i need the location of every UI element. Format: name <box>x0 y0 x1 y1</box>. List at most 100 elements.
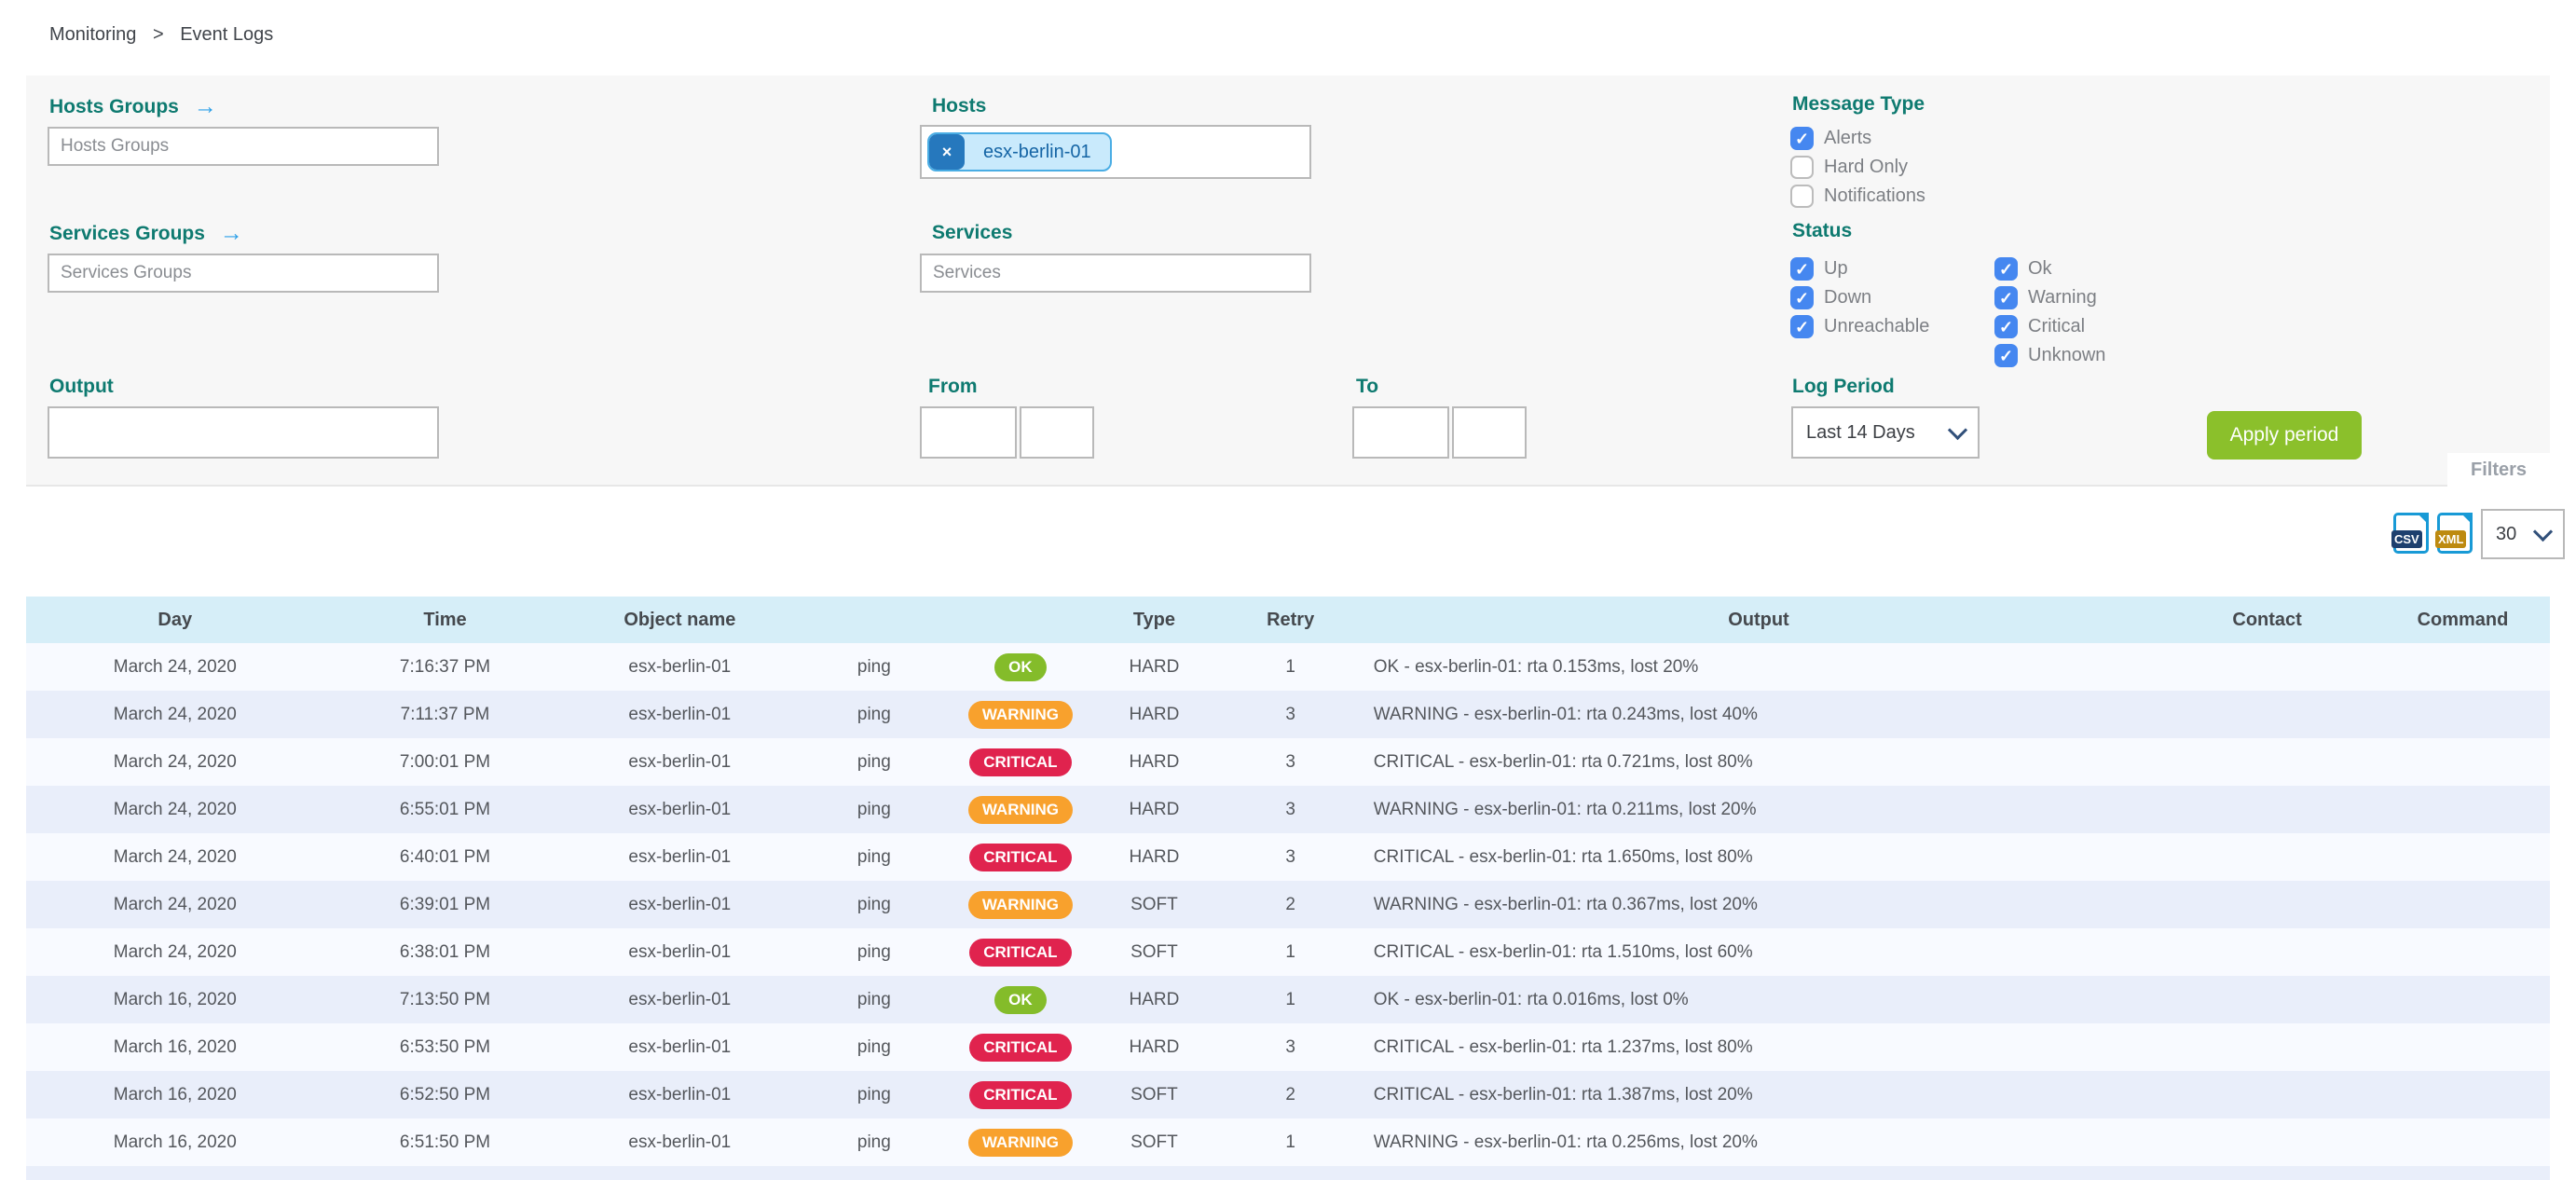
cell-day: March 24, 2020 <box>113 704 237 724</box>
cell-day: March 24, 2020 <box>113 894 237 914</box>
checkbox-option[interactable]: Alerts <box>1790 124 1925 153</box>
cell-service: ping <box>856 1036 891 1057</box>
cell-service: ping <box>856 799 891 819</box>
checkbox[interactable] <box>1790 315 1814 338</box>
status-badge: WARNING <box>967 1128 1073 1157</box>
status-options-column2: Ok Warning Critical Unknown <box>1994 254 2105 370</box>
services-groups-arrow-icon[interactable]: → <box>219 220 243 246</box>
checkbox[interactable] <box>1994 344 2018 367</box>
cell-object: esx-berlin-01 <box>628 1036 732 1057</box>
checkbox-label: Up <box>1824 258 1848 279</box>
cell-type: HARD <box>1129 799 1180 819</box>
cell-time: 6:52:50 PM <box>399 1084 491 1105</box>
checkbox-option[interactable]: Down <box>1790 283 1929 312</box>
export-toolbar: CSV XML 30 <box>2391 509 2565 559</box>
checkbox[interactable] <box>1790 257 1814 281</box>
cell-time: 6:55:01 PM <box>399 799 491 819</box>
checkbox[interactable] <box>1994 286 2018 309</box>
column-header-output: Output <box>1728 609 1789 630</box>
hosts-groups-arrow-icon[interactable]: → <box>193 93 217 119</box>
table-row: March 24, 2020 6:55:01 PM esx-berlin-01 … <box>26 786 2550 833</box>
cell-retry: 1 <box>1285 941 1295 962</box>
cell-retry: 3 <box>1285 799 1295 819</box>
chevron-down-icon <box>1947 419 1968 440</box>
hosts-groups-input[interactable] <box>48 127 439 166</box>
table-row: March 16, 2020 7:13:50 PM esx-berlin-01 … <box>26 976 2550 1023</box>
cell-status: WARNING <box>955 1128 1087 1157</box>
from-date-input[interactable] <box>920 406 1017 459</box>
cell-type: SOFT <box>1130 1084 1178 1105</box>
checkbox-label: Warning <box>2028 287 2097 308</box>
from-label: From <box>928 376 978 397</box>
status-badge: WARNING <box>967 700 1073 729</box>
cell-output: WARNING - esx-berlin-01: rta 0.256ms, lo… <box>1373 1132 1758 1152</box>
checkbox-label: Alerts <box>1824 128 1872 148</box>
cell-status: CRITICAL <box>955 748 1087 776</box>
cell-output: WARNING - esx-berlin-01: rta 0.211ms, lo… <box>1373 799 1757 819</box>
page-size-select[interactable]: 30 <box>2481 509 2565 559</box>
hosts-input[interactable]: × esx-berlin-01 <box>920 125 1311 179</box>
checkbox[interactable] <box>1790 156 1814 179</box>
from-time-input[interactable] <box>1020 406 1094 459</box>
status-badge: CRITICAL <box>969 938 1072 967</box>
checkbox-option[interactable]: Unreachable <box>1790 312 1929 341</box>
checkbox[interactable] <box>1790 185 1814 208</box>
cell-service: ping <box>856 1132 891 1152</box>
breadcrumb: Monitoring > Event Logs <box>49 24 273 46</box>
checkbox-option[interactable]: Critical <box>1994 312 2105 341</box>
cell-output: WARNING - esx-berlin-01: rta 0.367ms, lo… <box>1373 894 1758 914</box>
checkbox-option[interactable]: Up <box>1790 254 1929 283</box>
checkbox-label: Hard Only <box>1824 157 1909 177</box>
cell-object: esx-berlin-01 <box>628 989 732 1009</box>
services-groups-label: Services Groups → <box>49 220 243 246</box>
remove-tag-icon[interactable]: × <box>929 134 965 170</box>
cell-status: CRITICAL <box>955 843 1087 871</box>
cell-service: ping <box>856 846 891 867</box>
status-badge: WARNING <box>967 890 1073 919</box>
to-date-input[interactable] <box>1352 406 1449 459</box>
checkbox-label: Notifications <box>1824 185 1925 206</box>
hosts-label: Hosts <box>932 95 987 117</box>
apply-period-button[interactable]: Apply period <box>2207 411 2362 460</box>
cell-day: March 24, 2020 <box>113 941 237 962</box>
checkbox[interactable] <box>1994 257 2018 281</box>
cell-output: WARNING - esx-berlin-01: rta 0.243ms, lo… <box>1373 704 1758 724</box>
cell-time: 6:53:50 PM <box>399 1036 491 1057</box>
checkbox-option[interactable]: Ok <box>1994 254 2105 283</box>
host-tag[interactable]: × esx-berlin-01 <box>927 132 1112 172</box>
output-input[interactable] <box>48 406 439 459</box>
cell-time: 7:16:37 PM <box>399 656 491 677</box>
cell-service: ping <box>856 751 891 772</box>
cell-day: March 16, 2020 <box>113 989 237 1009</box>
table-header-row: Day Time Object name Type Retry Output C… <box>26 597 2550 643</box>
export-csv-icon[interactable]: CSV <box>2391 513 2429 554</box>
services-groups-input[interactable] <box>48 254 439 293</box>
event-logs-table: Day Time Object name Type Retry Output C… <box>26 597 2550 1180</box>
breadcrumb-event-logs[interactable]: Event Logs <box>180 24 274 45</box>
export-xml-icon[interactable]: XML <box>2435 513 2473 554</box>
checkbox[interactable] <box>1790 286 1814 309</box>
filters-tab[interactable]: Filters <box>2447 453 2550 487</box>
cell-output: OK - esx-berlin-01: rta 0.153ms, lost 20… <box>1373 656 1699 677</box>
cell-output: CRITICAL - esx-berlin-01: rta 0.721ms, l… <box>1373 751 1753 772</box>
cell-retry: 1 <box>1285 989 1295 1009</box>
checkbox-option[interactable]: Hard Only <box>1790 153 1925 182</box>
checkbox-option[interactable]: Notifications <box>1790 182 1925 211</box>
services-input[interactable] <box>920 254 1311 293</box>
cell-day: March 16, 2020 <box>113 1084 237 1105</box>
checkbox-label: Ok <box>2028 258 2052 279</box>
table-row: March 24, 2020 7:11:37 PM esx-berlin-01 … <box>26 691 2550 738</box>
breadcrumb-monitoring[interactable]: Monitoring <box>49 24 137 45</box>
cell-time: 7:00:01 PM <box>399 751 491 772</box>
checkbox-option[interactable]: Warning <box>1994 283 2105 312</box>
checkbox[interactable] <box>1994 315 2018 338</box>
log-period-select[interactable]: Last 14 Days <box>1791 406 1980 459</box>
cell-day: March 24, 2020 <box>113 799 237 819</box>
to-label: To <box>1356 376 1379 397</box>
cell-day: March 16, 2020 <box>113 1036 237 1057</box>
status-badge: OK <box>994 985 1047 1014</box>
to-time-input[interactable] <box>1452 406 1527 459</box>
checkbox-option[interactable]: Unknown <box>1994 341 2105 370</box>
checkbox[interactable] <box>1790 127 1814 150</box>
